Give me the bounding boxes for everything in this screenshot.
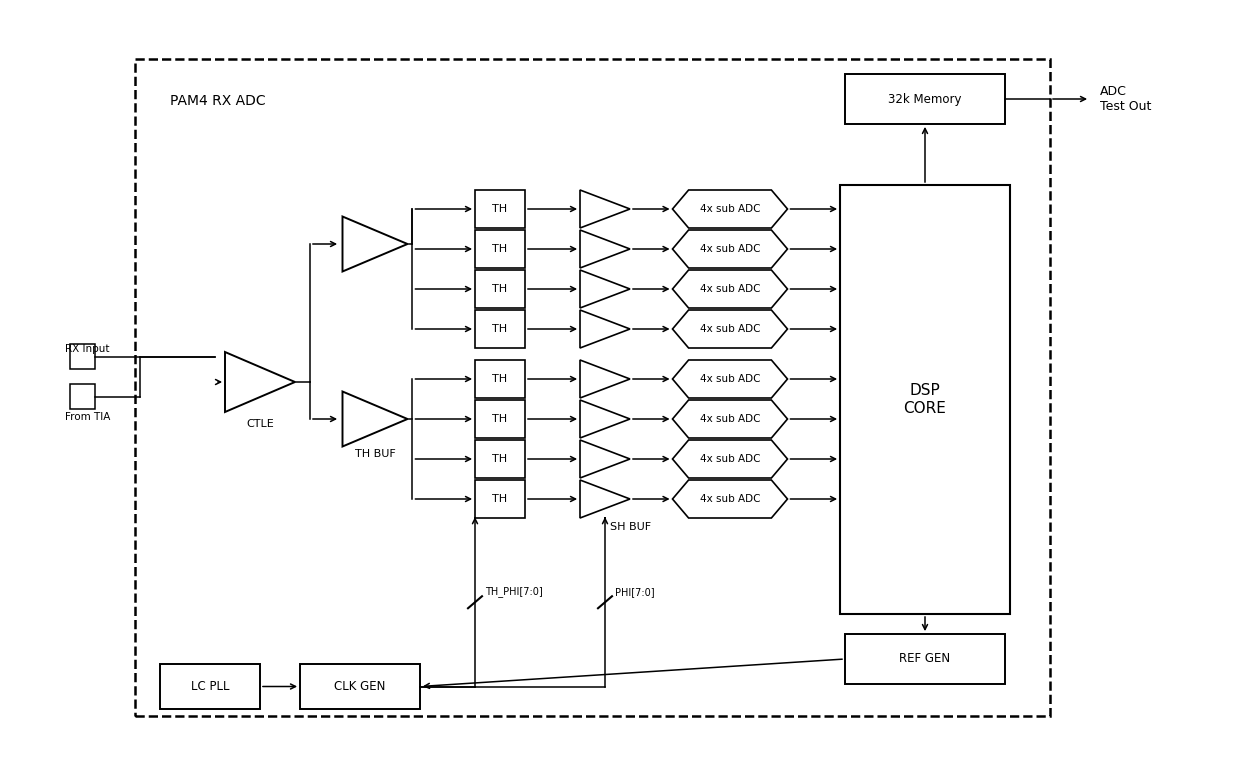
FancyBboxPatch shape — [300, 664, 420, 709]
Text: 4x sub ADC: 4x sub ADC — [699, 494, 760, 504]
Polygon shape — [580, 190, 630, 228]
Text: 4x sub ADC: 4x sub ADC — [699, 244, 760, 254]
Text: CLK GEN: CLK GEN — [335, 680, 386, 693]
FancyBboxPatch shape — [160, 664, 260, 709]
Polygon shape — [580, 480, 630, 518]
Text: PHI[7:0]: PHI[7:0] — [615, 587, 655, 597]
Text: From TIA: From TIA — [64, 412, 110, 422]
Text: TH_PHI[7:0]: TH_PHI[7:0] — [485, 586, 543, 597]
Polygon shape — [342, 391, 408, 447]
Polygon shape — [580, 360, 630, 398]
FancyBboxPatch shape — [69, 384, 95, 409]
Text: PAM4 RX ADC: PAM4 RX ADC — [170, 94, 265, 108]
FancyBboxPatch shape — [475, 480, 525, 518]
Text: TH: TH — [492, 414, 507, 424]
FancyBboxPatch shape — [69, 344, 95, 369]
Text: TH: TH — [492, 284, 507, 294]
Text: 32k Memory: 32k Memory — [888, 93, 962, 106]
Polygon shape — [342, 216, 408, 271]
Text: TH: TH — [492, 244, 507, 254]
Text: 4x sub ADC: 4x sub ADC — [699, 204, 760, 214]
Polygon shape — [224, 352, 295, 412]
Text: TH BUF: TH BUF — [355, 449, 396, 459]
Polygon shape — [580, 270, 630, 308]
Polygon shape — [672, 230, 787, 268]
Text: CTLE: CTLE — [246, 419, 274, 429]
FancyBboxPatch shape — [844, 74, 1004, 124]
Polygon shape — [580, 310, 630, 348]
Text: DSP
CORE: DSP CORE — [904, 383, 946, 416]
Text: TH: TH — [492, 374, 507, 384]
Polygon shape — [672, 190, 787, 228]
FancyBboxPatch shape — [475, 360, 525, 398]
FancyBboxPatch shape — [839, 185, 1011, 614]
Text: 4x sub ADC: 4x sub ADC — [699, 414, 760, 424]
Polygon shape — [580, 230, 630, 268]
FancyBboxPatch shape — [475, 440, 525, 478]
FancyBboxPatch shape — [844, 634, 1004, 684]
Text: 4x sub ADC: 4x sub ADC — [699, 374, 760, 384]
Text: ADC
Test Out: ADC Test Out — [1100, 85, 1152, 113]
Text: LC PLL: LC PLL — [191, 680, 229, 693]
Polygon shape — [672, 400, 787, 438]
Text: TH: TH — [492, 494, 507, 504]
Text: RX Input: RX Input — [64, 343, 109, 354]
Polygon shape — [580, 400, 630, 438]
FancyBboxPatch shape — [475, 400, 525, 438]
FancyBboxPatch shape — [475, 230, 525, 268]
Text: 4x sub ADC: 4x sub ADC — [699, 324, 760, 334]
Text: 4x sub ADC: 4x sub ADC — [699, 284, 760, 294]
Text: 4x sub ADC: 4x sub ADC — [699, 454, 760, 464]
Text: SH BUF: SH BUF — [610, 522, 651, 532]
Polygon shape — [580, 440, 630, 478]
Text: TH: TH — [492, 454, 507, 464]
Polygon shape — [672, 440, 787, 478]
Polygon shape — [672, 360, 787, 398]
Polygon shape — [672, 270, 787, 308]
FancyBboxPatch shape — [475, 310, 525, 348]
Text: TH: TH — [492, 204, 507, 214]
FancyBboxPatch shape — [475, 270, 525, 308]
Polygon shape — [672, 480, 787, 518]
FancyBboxPatch shape — [475, 190, 525, 228]
Polygon shape — [672, 310, 787, 348]
Text: TH: TH — [492, 324, 507, 334]
Text: REF GEN: REF GEN — [899, 652, 951, 666]
